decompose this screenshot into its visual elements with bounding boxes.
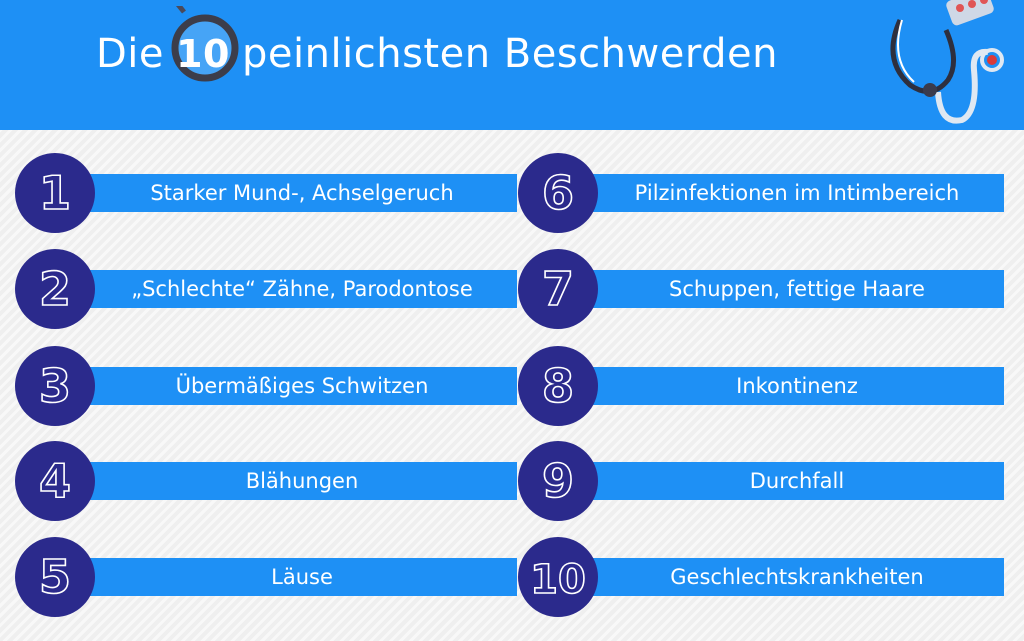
item-label: Inkontinenz [574, 367, 1004, 405]
item-number: 1 [39, 166, 71, 220]
item-number: 10 [530, 557, 586, 603]
list-item-7: Schuppen, fettige Haare 7 [518, 249, 1004, 329]
item-number-badge: 4 [15, 441, 95, 521]
item-label: Starker Mund-, Achselgeruch [71, 174, 517, 212]
item-number: 8 [542, 359, 574, 413]
item-number: 2 [39, 262, 71, 316]
list-item-4: Blähungen 4 [15, 441, 517, 521]
title-after: peinlichsten Beschwerden [242, 31, 778, 77]
title-before: Die [96, 31, 165, 77]
item-number-badge: 3 [15, 346, 95, 426]
list-item-10: Geschlechtskrankheiten 10 [518, 537, 1004, 617]
item-label: Läuse [71, 558, 517, 596]
list-item-2: „Schlechte“ Zähne, Parodontose 2 [15, 249, 517, 329]
pill-blister-icon [946, 0, 994, 26]
item-number-badge: 6 [518, 153, 598, 233]
list-item-6: Pilzinfektionen im Intimbereich 6 [518, 153, 1004, 233]
item-label: „Schlechte“ Zähne, Parodontose [71, 270, 517, 308]
item-number-badge: 9 [518, 441, 598, 521]
item-number-badge: 1 [15, 153, 95, 233]
item-label: Übermäßiges Schwitzen [71, 367, 517, 405]
item-label: Schuppen, fettige Haare [574, 270, 1004, 308]
list-item-9: Durchfall 9 [518, 441, 1004, 521]
magnifying-glass-icon [171, 6, 239, 82]
item-number-badge: 10 [518, 537, 598, 617]
item-label: Pilzinfektionen im Intimbereich [574, 174, 1004, 212]
item-number: 3 [39, 359, 71, 413]
item-number-badge: 2 [15, 249, 95, 329]
item-label: Geschlechtskrankheiten [574, 558, 1004, 596]
item-number: 7 [542, 262, 574, 316]
title-number: 10 [176, 32, 230, 76]
list-item-1: Starker Mund-, Achselgeruch 1 [15, 153, 517, 233]
item-number: 4 [39, 454, 71, 508]
list-item-8: Inkontinenz 8 [518, 346, 1004, 426]
item-label: Durchfall [574, 462, 1004, 500]
item-number: 9 [542, 454, 574, 508]
item-number: 5 [39, 550, 71, 604]
list-item-3: Übermäßiges Schwitzen 3 [15, 346, 517, 426]
item-number-badge: 8 [518, 346, 598, 426]
item-number-badge: 5 [15, 537, 95, 617]
header-banner: Die 10 peinlichsten Beschwerden [0, 0, 1024, 130]
item-label: Blähungen [71, 462, 517, 500]
list-item-5: Läuse 5 [15, 537, 517, 617]
page-title: Die 10 peinlichsten Beschwerden [96, 22, 778, 86]
stethoscope-icon [890, 0, 1004, 124]
item-number: 6 [542, 166, 574, 220]
item-number-badge: 7 [518, 249, 598, 329]
